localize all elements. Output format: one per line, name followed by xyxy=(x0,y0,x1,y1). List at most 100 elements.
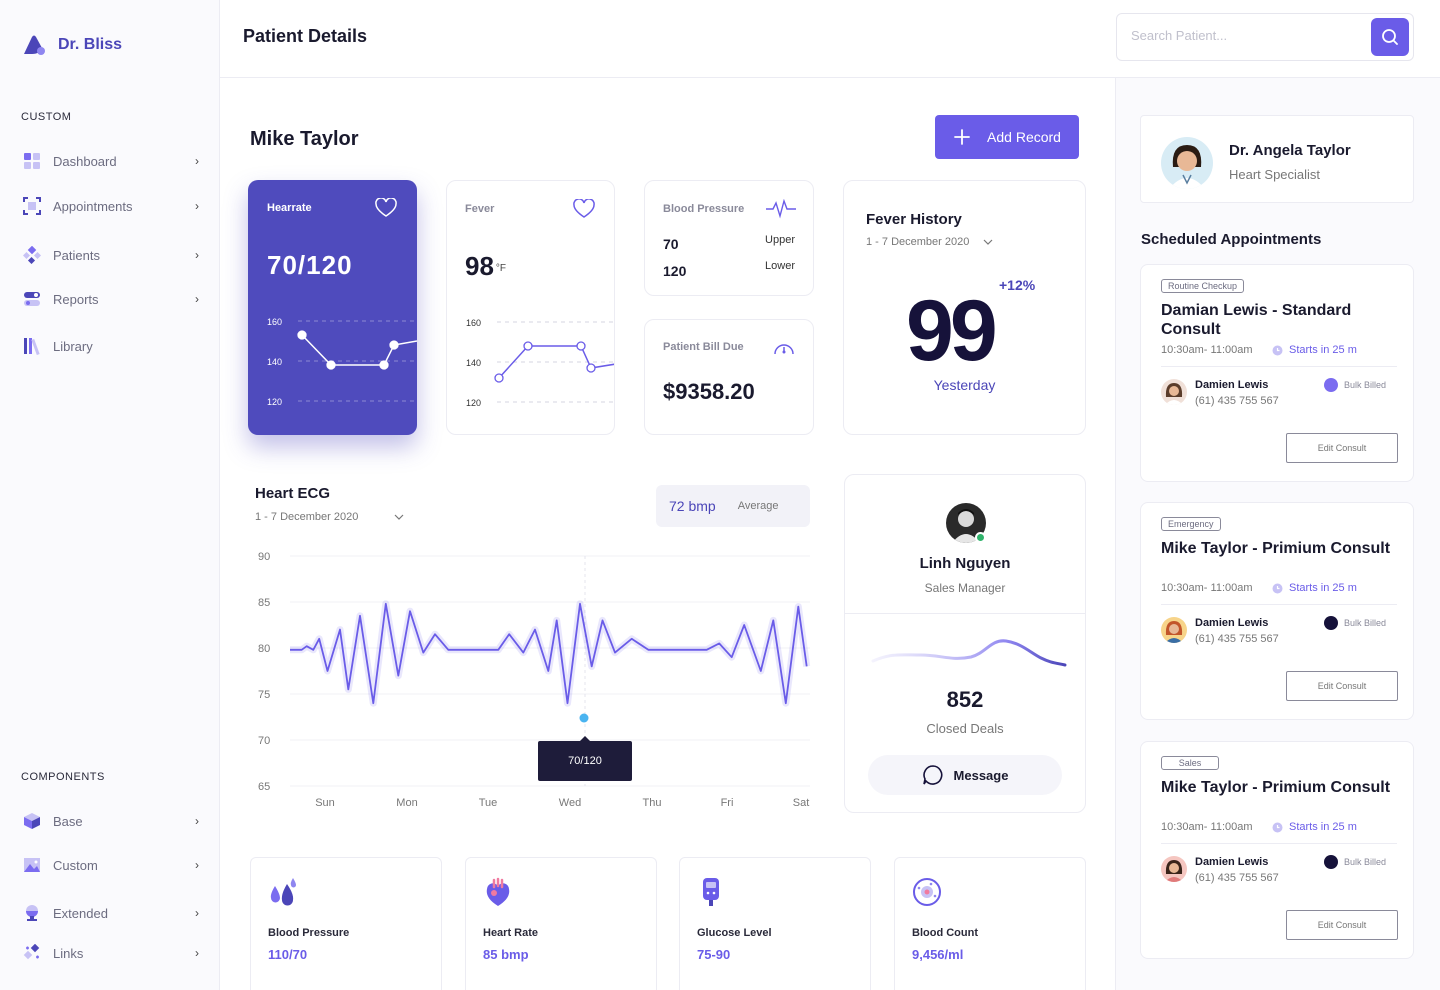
edit-consult-button[interactable]: Edit Consult xyxy=(1286,910,1398,940)
fever-history-change: +12% xyxy=(999,277,1036,293)
appointment-person: Damien Lewis xyxy=(1195,379,1269,391)
blood-pressure-label: Blood Pressure xyxy=(663,203,745,215)
fever-card[interactable]: Fever 98 °F 160 140 120 xyxy=(446,180,615,435)
divider xyxy=(845,613,1085,614)
stat-value: 75-90 xyxy=(697,947,731,962)
appointment-title: Mike Taylor - Primium Consult xyxy=(1161,779,1391,796)
chevron-down-icon xyxy=(394,514,404,520)
stat-value: 85 bmp xyxy=(483,947,529,962)
y-tick-label: 80 xyxy=(258,643,270,655)
ecg-bpm-caption: Average xyxy=(737,500,779,512)
stat-card-blood-pressure[interactable]: Blood Pressure 110/70 xyxy=(250,857,442,990)
sidebar-item-appointments[interactable]: Appointments › xyxy=(23,194,199,218)
sidebar-item-patients[interactable]: Patients › xyxy=(23,243,199,267)
stat-label: Blood Count xyxy=(912,927,978,939)
heartrate-card[interactable]: Hearrate 70/120 160 140 120 xyxy=(248,180,417,435)
appointment-starts-text: Starts in 25 m xyxy=(1289,821,1357,833)
fever-label: Fever xyxy=(465,203,495,215)
appointment-starts: Starts in 25 m xyxy=(1272,344,1357,356)
fever-chart: 160 140 120 xyxy=(466,318,614,408)
ecg-bpm: 72 bmp xyxy=(669,498,716,514)
fever-reading: 98 °F xyxy=(465,251,506,282)
app-name: Dr. Bliss xyxy=(58,36,123,53)
deals-value: 852 xyxy=(946,687,984,712)
appointment-title: Damian Lewis - Standard Consult xyxy=(1161,302,1352,338)
billing-status: Bulk Billed xyxy=(1324,855,1386,869)
stat-label: Glucose Level xyxy=(697,927,772,939)
x-tick-label: Fri xyxy=(721,797,734,809)
search-input[interactable] xyxy=(1131,28,1361,43)
logo[interactable]: Dr. Bliss xyxy=(22,34,122,56)
sidebar-item-library[interactable]: Library xyxy=(23,334,199,358)
data-point xyxy=(523,341,533,351)
drops-icon xyxy=(270,878,296,906)
x-tick-label: Sat xyxy=(793,797,810,809)
chevron-right-icon: › xyxy=(195,248,199,262)
fever-history-caption: Yesterday xyxy=(933,377,996,393)
sidebar-item-label: Extended xyxy=(53,905,108,921)
doctor-title: Heart Specialist xyxy=(1229,167,1321,182)
data-point xyxy=(389,340,399,350)
contact-role: Sales Manager xyxy=(924,581,1006,595)
tooltip-arrow xyxy=(580,736,590,741)
bp-lower-value: 120 xyxy=(663,263,687,279)
data-point xyxy=(576,341,586,351)
fever-history-card[interactable]: Fever History 1 - 7 December 2020 99 +12… xyxy=(843,180,1086,435)
edit-consult-button[interactable]: Edit Consult xyxy=(1286,671,1398,701)
fever-history-title: Fever History xyxy=(866,211,962,228)
ecg-chart: 90 85 80 75 70 65 Sun Mon Tue Wed Thu Fri Sat xyxy=(258,551,811,809)
sidebar-item-custom[interactable]: Custom › xyxy=(23,853,199,877)
x-tick-label: Sun xyxy=(315,797,335,809)
y-tick-label: 90 xyxy=(258,551,270,563)
chevron-right-icon: › xyxy=(195,199,199,213)
stat-card-heart-rate[interactable]: Heart Rate 85 bmp xyxy=(465,857,657,990)
highlight-point xyxy=(579,713,589,723)
heart-icon[interactable] xyxy=(375,198,397,218)
online-status-dot xyxy=(975,532,986,543)
appointment-tag: Emergency xyxy=(1161,517,1221,531)
appointment-starts-text: Starts in 25 m xyxy=(1289,582,1357,594)
avatar xyxy=(1161,617,1187,643)
chevron-right-icon: › xyxy=(195,814,199,828)
sidebar: Dr. Bliss CUSTOM Dashboard › Appointment… xyxy=(0,0,220,990)
series-line xyxy=(290,602,808,705)
sidebar-item-label: Patients xyxy=(53,247,100,263)
ecg-tooltip: 70/120 xyxy=(538,741,632,781)
patient-bill-card[interactable]: Patient Bill Due $9358.20 xyxy=(644,319,814,435)
stat-card-glucose-level[interactable]: Glucose Level 75-90 xyxy=(679,857,871,990)
message-button[interactable]: Message xyxy=(868,755,1062,795)
stat-value: 9,456/ml xyxy=(912,947,964,962)
plus-icon xyxy=(954,129,970,145)
sidebar-item-links[interactable]: Links › xyxy=(23,941,199,965)
x-tick-label: Tue xyxy=(479,797,498,809)
gauge-icon xyxy=(774,344,794,355)
stat-card-blood-count[interactable]: Blood Count 9,456/ml xyxy=(894,857,1086,990)
heartrate-chart: 160 140 120 xyxy=(267,317,417,407)
add-record-button[interactable]: Add Record xyxy=(935,115,1079,159)
sidebar-item-label: Reports xyxy=(53,291,99,307)
chevron-right-icon: › xyxy=(195,292,199,306)
sidebar-item-dashboard[interactable]: Dashboard › xyxy=(23,149,199,173)
heart-icon[interactable] xyxy=(573,199,595,219)
doctor-card[interactable]: Dr. Angela Taylor Heart Specialist xyxy=(1140,115,1414,203)
ecg-range-text: 1 - 7 December 2020 xyxy=(255,511,359,523)
links-icon xyxy=(23,944,40,960)
heartrate-value: 70/120 xyxy=(267,250,353,280)
appointment-starts: Starts in 25 m xyxy=(1272,582,1357,594)
billing-dot xyxy=(1324,855,1338,869)
billing-label: Bulk Billed xyxy=(1344,618,1387,628)
divider xyxy=(1161,604,1397,605)
fever-history-range[interactable]: 1 - 7 December 2020 xyxy=(866,236,993,248)
sidebar-item-base[interactable]: Base › xyxy=(23,809,199,833)
edit-consult-button[interactable]: Edit Consult xyxy=(1286,433,1398,463)
blood-pressure-card[interactable]: Blood Pressure 70 Upper 120 Lower xyxy=(644,180,814,296)
search-button[interactable] xyxy=(1371,18,1409,56)
sidebar-item-reports[interactable]: Reports › xyxy=(23,287,199,311)
image-icon xyxy=(24,858,40,872)
appointment-card: Emergency Mike Taylor - Primium Consult … xyxy=(1140,502,1414,720)
sidebar-item-extended[interactable]: Extended › xyxy=(23,901,199,925)
avatar xyxy=(1161,379,1187,405)
y-tick-label: 160 xyxy=(267,317,282,327)
ecg-range[interactable]: 1 - 7 December 2020 xyxy=(255,511,404,523)
reports-icon xyxy=(24,292,40,306)
